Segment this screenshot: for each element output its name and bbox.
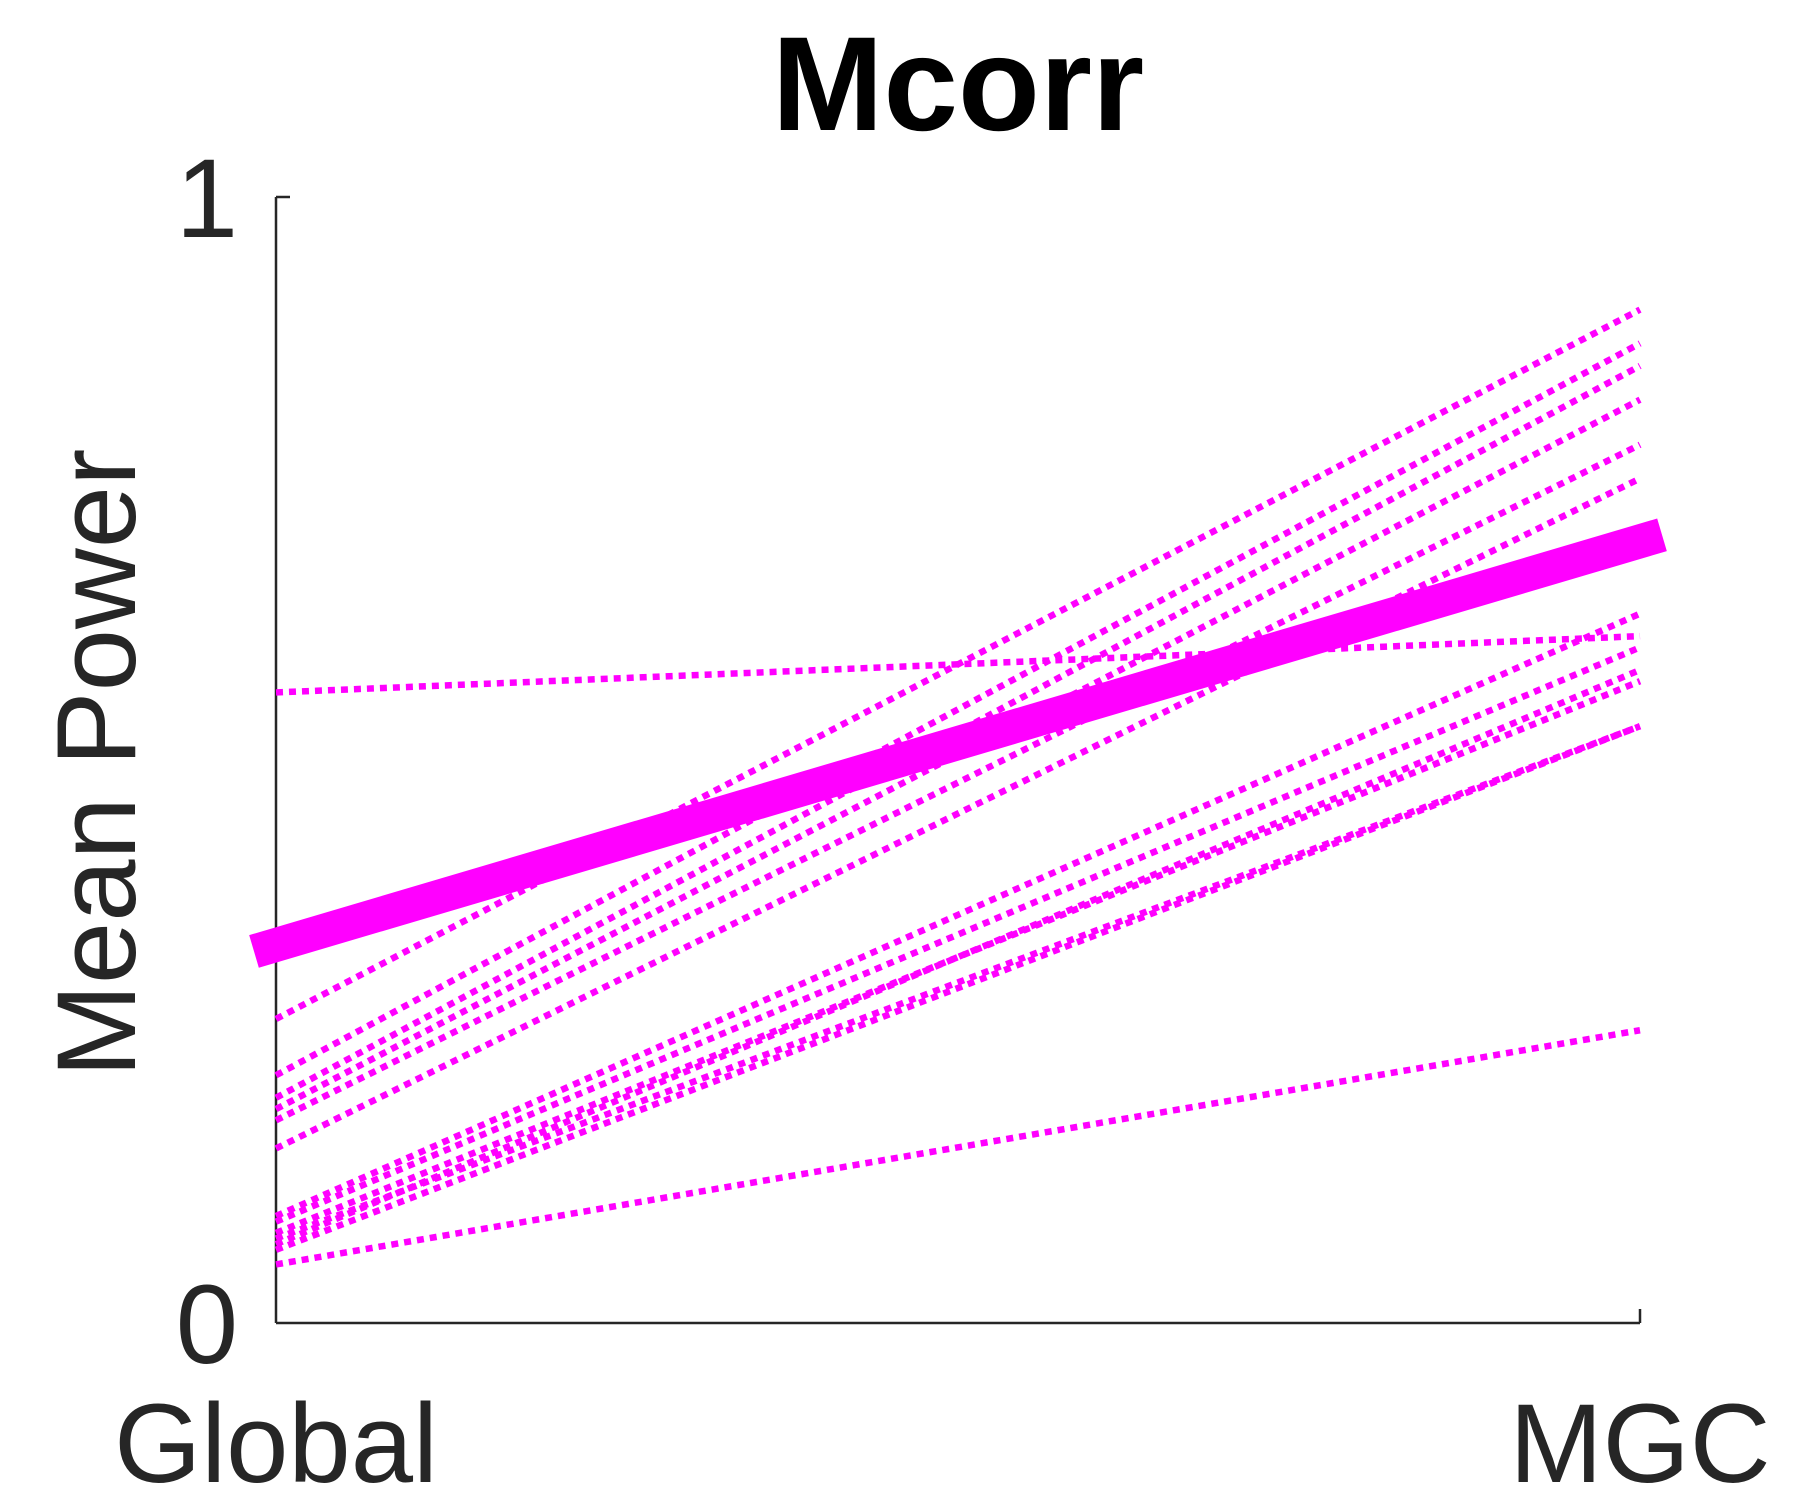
series-line-mean [249, 518, 1667, 968]
series-line-3 [274, 340, 1642, 1079]
y-tick-label-0: 0 [176, 1262, 238, 1387]
series-line-10 [274, 678, 1642, 1236]
x-tick-label-global: Global [114, 1381, 438, 1500]
series-line-8 [274, 610, 1642, 1220]
chart-title: Mcorr [772, 10, 1144, 159]
series-layer [249, 306, 1667, 1268]
series-line-11 [274, 723, 1642, 1242]
y-tick-label-1: 1 [176, 136, 238, 261]
series-line-14 [275, 1027, 1641, 1268]
series-line-7 [274, 475, 1642, 1152]
series-line-2 [274, 306, 1642, 1022]
y-axis-label: Mean Power [34, 449, 159, 1078]
tick-labels: 0 1 Global MGC [114, 136, 1771, 1500]
x-tick-label-mgc: MGC [1509, 1381, 1770, 1500]
series-line-13 [274, 723, 1642, 1253]
series-line-6 [274, 441, 1642, 1124]
